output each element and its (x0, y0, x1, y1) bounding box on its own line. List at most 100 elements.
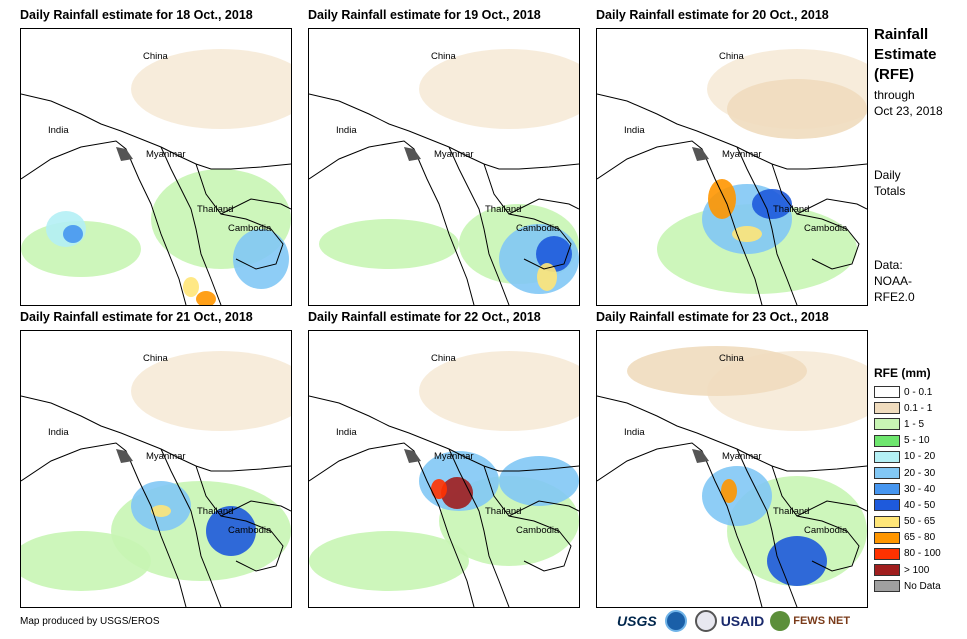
legend-swatch (874, 402, 900, 415)
label-cambodia: Cambodia (516, 525, 560, 536)
label-myanmar: Myanmar (722, 451, 762, 462)
rainfall-map: China India Myanmar Thailand Cambodia (20, 28, 292, 306)
border-line (483, 163, 572, 270)
label-india: India (336, 427, 357, 438)
border-line (736, 448, 798, 607)
label-china: China (719, 353, 744, 364)
legend-item: 0 - 0.1 (874, 384, 966, 400)
basemap (597, 29, 867, 305)
label-china: China (719, 51, 744, 62)
basemap (21, 331, 291, 607)
rain-area (183, 277, 199, 297)
border-line (160, 146, 222, 305)
legend-label: 5 - 10 (904, 435, 930, 447)
sidebar-daily-line: Totals (874, 184, 906, 198)
border-line (220, 500, 291, 517)
coastline (597, 442, 763, 607)
basemap (597, 331, 867, 607)
border-line (160, 448, 222, 607)
label-cambodia: Cambodia (516, 223, 560, 234)
border-line (195, 465, 284, 572)
legend-item: 50 - 65 (874, 514, 966, 530)
legend-item: > 100 (874, 562, 966, 578)
label-thailand: Thailand (773, 506, 810, 517)
rainfall-map: China India Myanmar Thailand Cambodia (308, 28, 580, 306)
rain-area (537, 263, 557, 291)
legend-item: 40 - 50 (874, 497, 966, 513)
label-myanmar: Myanmar (146, 149, 186, 160)
noaa-logo-icon (664, 610, 687, 632)
delta-region (692, 147, 709, 161)
rain-area (627, 346, 807, 396)
sidebar-daily-line: Daily (874, 168, 901, 182)
rain-area (441, 477, 473, 509)
basemap (21, 29, 291, 305)
label-myanmar: Myanmar (722, 149, 762, 160)
legend-title: RFE (mm) (874, 366, 931, 380)
legend-item: 5 - 10 (874, 433, 966, 449)
legend-swatch (874, 499, 900, 512)
label-thailand: Thailand (485, 204, 522, 215)
rain-area (151, 505, 171, 517)
label-china: China (143, 353, 168, 364)
legend-label: 1 - 5 (904, 418, 925, 430)
legend-label: 65 - 80 (904, 532, 936, 544)
legend-swatch (874, 580, 900, 593)
delta-region (116, 147, 133, 161)
rain-area (196, 291, 216, 305)
panel-title: Daily Rainfall estimate for 20 Oct., 201… (596, 8, 829, 22)
rain-area-light (419, 351, 579, 431)
basemap (309, 29, 579, 305)
legend-item: 10 - 20 (874, 449, 966, 465)
legend-item: No Data (874, 578, 966, 594)
border-line (796, 500, 867, 517)
rainfall-map: China India Myanmar Thailand Cambodia (20, 330, 292, 608)
legend-swatch (874, 547, 900, 560)
label-myanmar: Myanmar (146, 451, 186, 462)
rain-area-light (419, 49, 579, 129)
map-credit: Map produced by USGS/EROS (20, 616, 160, 627)
legend-item: 20 - 30 (874, 465, 966, 481)
rain-area (63, 225, 83, 243)
label-thailand: Thailand (197, 204, 234, 215)
label-myanmar: Myanmar (434, 451, 474, 462)
legend-item: 1 - 5 (874, 416, 966, 432)
border-line (508, 500, 579, 517)
coastline (309, 442, 475, 607)
legend-swatch (874, 483, 900, 496)
legend-swatch (874, 386, 900, 399)
label-india: India (624, 427, 645, 438)
label-cambodia: Cambodia (804, 525, 848, 536)
legend-label: 20 - 30 (904, 467, 936, 479)
legend-swatch (874, 434, 900, 447)
label-thailand: Thailand (197, 506, 234, 517)
legend-swatch (874, 450, 900, 463)
coastline (309, 140, 475, 305)
legend-label: 0 - 0.1 (904, 386, 933, 398)
legend-label: 0.1 - 1 (904, 402, 933, 414)
rain-area (309, 531, 469, 591)
coastline (21, 442, 187, 607)
delta-region (116, 449, 133, 463)
sidebar-through-line: through (874, 88, 915, 102)
panel-title: Daily Rainfall estimate for 22 Oct., 201… (308, 310, 541, 324)
border-line (508, 198, 579, 215)
legend-item: 0.1 - 1 (874, 400, 966, 416)
sidebar-title-line: (RFE) (874, 66, 914, 83)
panel-title: Daily Rainfall estimate for 21 Oct., 201… (20, 310, 253, 324)
sidebar-through-date: Oct 23, 2018 (874, 104, 943, 118)
border-line (448, 448, 510, 607)
rain-area (431, 479, 447, 499)
legend: RFE (mm) 0 - 0.1 0.1 - 1 1 - 5 5 - 10 10 - 2… (874, 366, 966, 594)
legend-label: 80 - 100 (904, 548, 941, 560)
rain-area (767, 536, 827, 586)
legend-label: 40 - 50 (904, 499, 936, 511)
label-cambodia: Cambodia (804, 223, 848, 234)
panel-title: Daily Rainfall estimate for 19 Oct., 201… (308, 8, 541, 22)
rain-area-light (131, 351, 291, 431)
basemap (309, 331, 579, 607)
label-thailand: Thailand (773, 204, 810, 215)
legend-label: No Data (904, 580, 941, 592)
delta-region (404, 449, 421, 463)
label-india: India (48, 125, 69, 136)
